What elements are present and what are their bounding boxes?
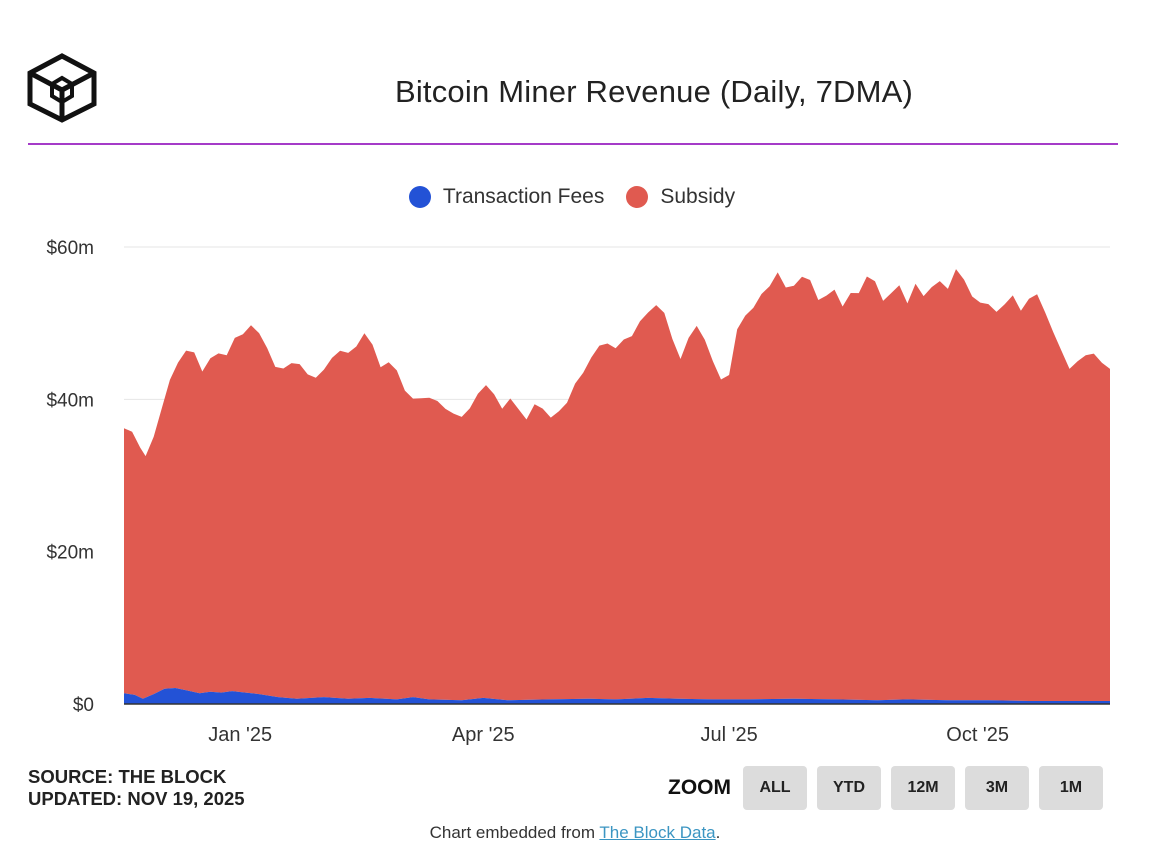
the-block-data-link[interactable]: The Block Data	[599, 823, 716, 842]
y-tick-label: $60m	[46, 238, 94, 259]
legend-item-subsidy[interactable]: Subsidy	[626, 185, 741, 209]
chart-title: Bitcoin Miner Revenue (Daily, 7DMA)	[394, 74, 914, 109]
zoom-1m-button[interactable]: 1M	[1039, 766, 1103, 810]
subsidy-area	[124, 269, 1110, 701]
legend-label-transaction-fees: Transaction Fees	[442, 185, 605, 208]
legend-dot-subsidy	[626, 186, 649, 208]
transaction-fees-area	[124, 688, 1110, 704]
source-line: SOURCE: THE BLOCK	[28, 766, 227, 787]
header-divider	[28, 143, 1118, 145]
x-tick-label: Jul '25	[701, 724, 758, 746]
chart-legend: Transaction Fees Subsidy	[0, 185, 1150, 209]
zoom-all-button[interactable]: ALL	[743, 766, 807, 810]
zoom-3m-button[interactable]: 3M	[965, 766, 1029, 810]
updated-line: UPDATED: NOV 19, 2025	[28, 788, 245, 809]
x-tick-label: Jan '25	[208, 724, 272, 746]
area-chart: $0 $20m $40m $60m Jan '25 Apr '25 Jul '25 Oct '…	[46, 238, 1110, 746]
zoom-controls: ZOOM ALL YTD 12M 3M 1M	[668, 766, 1113, 810]
legend-item-transaction-fees[interactable]: Transaction Fees	[408, 185, 610, 209]
zoom-label: ZOOM	[668, 776, 731, 799]
zoom-ytd-button[interactable]: YTD	[817, 766, 881, 810]
embed-suffix: .	[715, 823, 721, 842]
legend-dot-transaction-fees	[408, 186, 431, 208]
x-tick-label: Oct '25	[946, 724, 1009, 746]
zoom-12m-button[interactable]: 12M	[891, 766, 955, 810]
y-tick-label: $40m	[46, 390, 94, 411]
y-tick-label: $20m	[46, 543, 94, 564]
y-tick-label: $0	[73, 695, 94, 716]
embed-prefix: Chart embedded from	[429, 823, 600, 842]
x-tick-label: Apr '25	[452, 724, 515, 746]
the-block-cube-logo-icon	[27, 53, 97, 123]
source-block: SOURCE: THE BLOCK UPDATED: NOV 19, 2025	[28, 766, 245, 810]
legend-label-subsidy: Subsidy	[660, 185, 736, 208]
embed-note: Chart embedded from The Block Data.	[0, 823, 1150, 843]
